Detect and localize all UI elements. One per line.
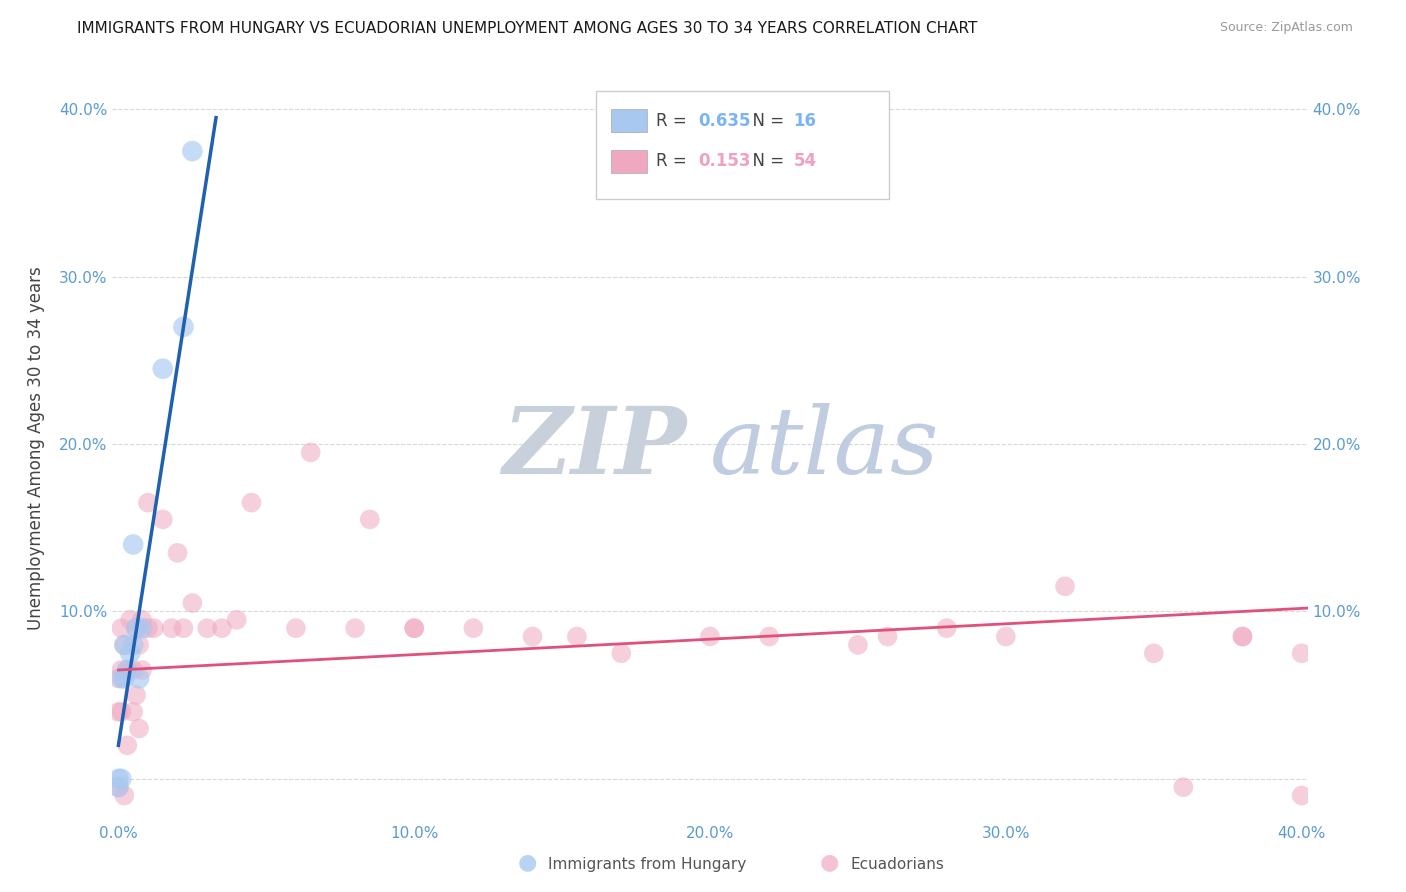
Point [1053,579,1076,593]
Y-axis label: Unemployment Among Ages 30 to 34 years: Unemployment Among Ages 30 to 34 years [27,267,45,630]
Point [120,613,142,627]
Point [160,621,183,635]
Point [107,705,129,719]
Point [935,621,957,635]
Point [152,512,174,526]
Point [299,445,322,459]
Point [107,672,129,686]
Point [128,638,150,652]
Point [131,613,153,627]
Point [522,630,544,644]
Point [699,630,721,644]
Text: ZIP: ZIP [502,403,686,493]
Point [112,638,135,652]
Point [1232,630,1254,644]
Point [110,672,132,686]
Point [131,663,153,677]
Point [166,546,188,560]
Point [1173,780,1195,794]
Text: IMMIGRANTS FROM HUNGARY VS ECUADORIAN UNEMPLOYMENT AMONG AGES 30 TO 34 YEARS COR: IMMIGRANTS FROM HUNGARY VS ECUADORIAN UN… [77,21,977,36]
Point [110,772,132,786]
Point [284,621,307,635]
Point [225,613,247,627]
Point [152,361,174,376]
Point [122,638,145,652]
Text: 0.153: 0.153 [699,153,751,170]
Text: Immigrants from Hungary: Immigrants from Hungary [548,857,747,872]
Text: Source: ZipAtlas.com: Source: ZipAtlas.com [1219,21,1353,34]
Point [1232,630,1254,644]
FancyBboxPatch shape [596,91,889,199]
Point [128,722,150,736]
Point [181,596,204,610]
Text: ●: ● [820,853,839,872]
Point [122,663,145,677]
Point [404,621,426,635]
Point [131,621,153,635]
Point [128,672,150,686]
Point [117,739,139,753]
Bar [610,110,647,132]
Point [359,512,381,526]
Point [404,621,426,635]
Point [172,319,194,334]
Text: R =: R = [657,112,692,129]
Point [122,705,145,719]
Point [107,780,129,794]
Point [107,772,129,786]
Point [211,621,233,635]
Point [117,663,139,677]
Point [120,646,142,660]
Text: N =: N = [742,112,790,129]
Text: 0.635: 0.635 [699,112,751,129]
Point [195,621,218,635]
Point [112,638,135,652]
Point [1143,646,1166,660]
Text: 54: 54 [793,153,817,170]
Point [107,780,129,794]
Point [463,621,485,635]
Point [1291,646,1313,660]
Point [1291,789,1313,803]
Point [122,537,145,551]
Point [125,621,148,635]
Text: Ecuadorians: Ecuadorians [851,857,945,872]
Point [136,621,159,635]
Point [125,688,148,702]
Point [181,144,204,158]
Text: atlas: atlas [710,403,939,493]
Point [876,630,898,644]
Text: 16: 16 [793,112,817,129]
Point [136,495,159,509]
Point [344,621,367,635]
Text: N =: N = [742,153,790,170]
Point [110,705,132,719]
Point [610,646,633,660]
Point [172,621,194,635]
Text: R =: R = [657,153,692,170]
Point [112,789,135,803]
Point [125,621,148,635]
Point [142,621,165,635]
Point [117,663,139,677]
Point [240,495,263,509]
Point [994,630,1017,644]
Point [110,663,132,677]
Point [112,672,135,686]
Bar [610,150,647,173]
Point [758,630,780,644]
Point [846,638,869,652]
Text: ●: ● [517,853,537,872]
Point [110,621,132,635]
Point [565,630,588,644]
